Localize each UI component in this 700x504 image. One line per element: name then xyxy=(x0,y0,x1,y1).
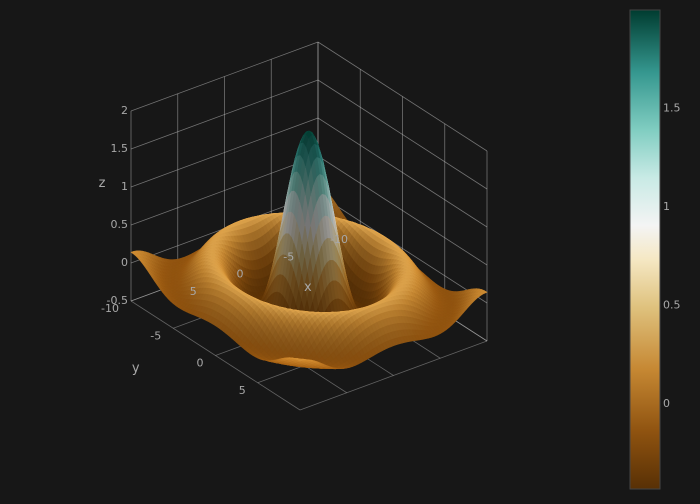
colorbar-tick-label: 1.5 xyxy=(663,102,681,115)
z-tick-label: 0 xyxy=(121,256,128,269)
x-tick-label: -5 xyxy=(283,250,294,263)
y-tick-label: 0 xyxy=(197,357,204,370)
z-tick-label: 1 xyxy=(121,180,128,193)
z-tick-label: 0.5 xyxy=(111,218,129,231)
colorbar-tick-label: 1 xyxy=(663,200,670,213)
colorbar-gradient xyxy=(630,10,660,489)
colorbar-tick-label: 0 xyxy=(663,397,670,410)
surface-mesh[interactable] xyxy=(131,131,487,369)
z-tick-label: 2 xyxy=(121,104,128,117)
z-axis-title: z xyxy=(99,176,106,191)
colorbar: 0 0.5 1 1.5 xyxy=(630,10,681,489)
y-tick-label: -10 xyxy=(101,302,119,315)
colorbar-tick-label: 0.5 xyxy=(663,299,681,312)
x-tick-label: 5 xyxy=(190,285,197,298)
x-tick-label: -10 xyxy=(330,233,348,246)
z-tick-label: 1.5 xyxy=(111,142,129,155)
x-tick-label: 0 xyxy=(237,268,244,281)
x-axis-title: x xyxy=(304,280,312,295)
y-axis-title: y xyxy=(132,361,140,376)
y-tick-label: 5 xyxy=(239,384,246,397)
y-tick-label: -5 xyxy=(150,329,161,342)
